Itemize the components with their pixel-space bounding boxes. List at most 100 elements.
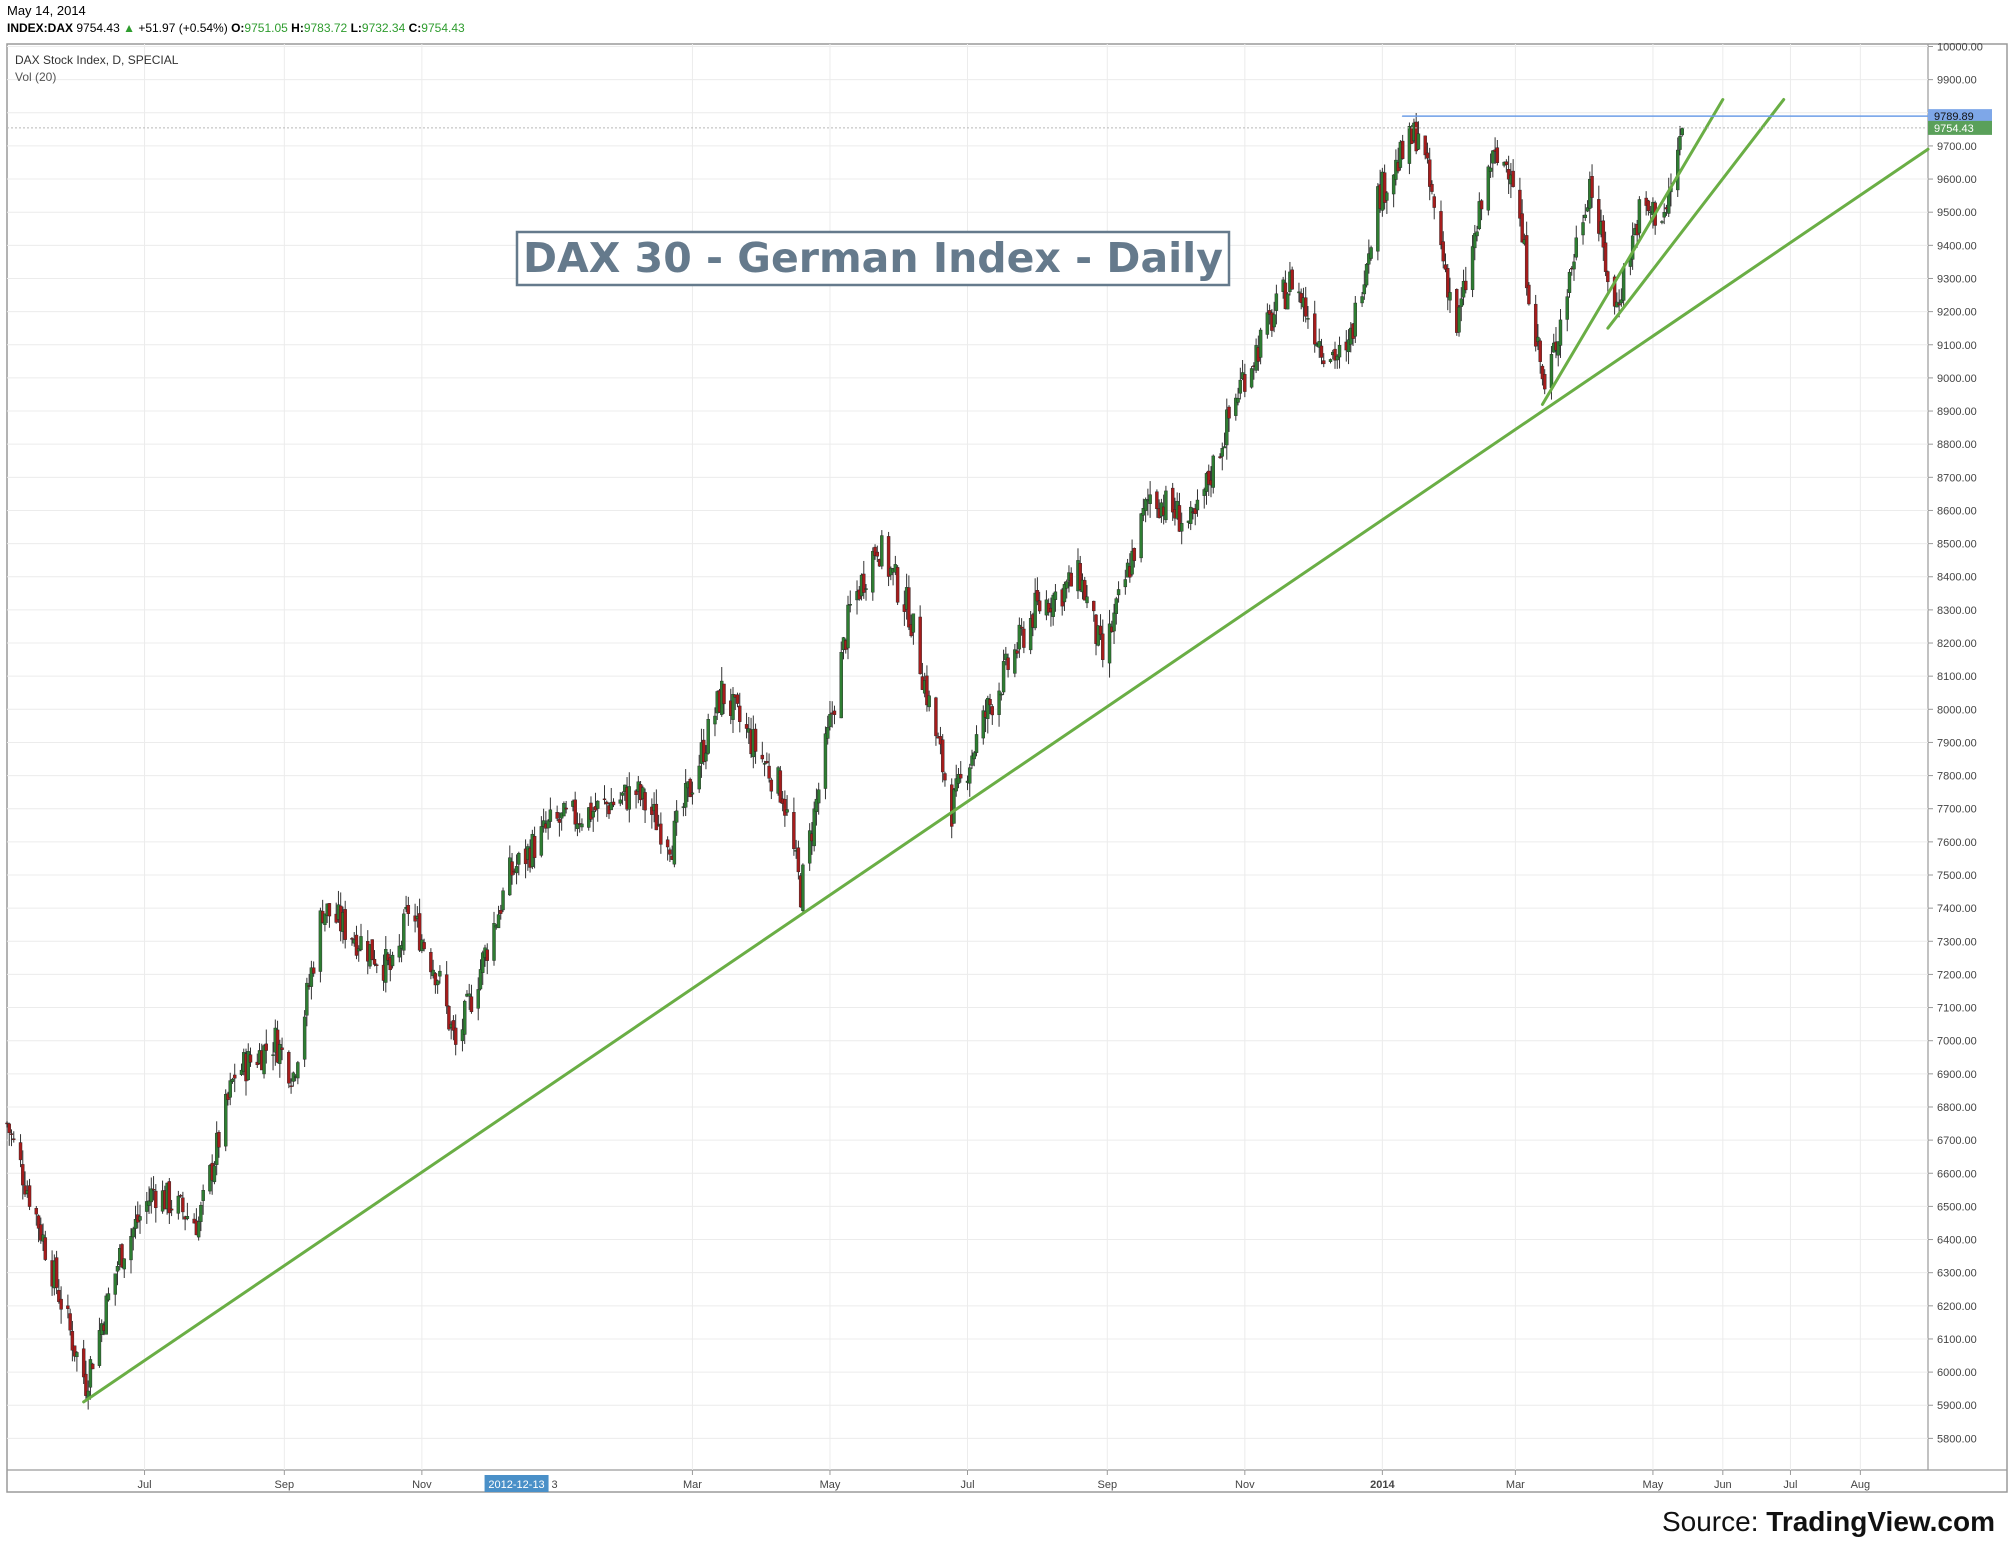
- candle-body: [309, 967, 314, 987]
- candle-body: [1457, 306, 1461, 333]
- candle-body: [722, 683, 726, 705]
- source-prefix: Source:: [1661, 1506, 1767, 1537]
- candle-body: [1416, 133, 1421, 150]
- candle-body: [785, 809, 789, 813]
- candle-body: [1317, 341, 1321, 348]
- candle-body: [986, 697, 990, 719]
- steep-trendline-1[interactable]: [1540, 98, 1725, 406]
- candle-body: [104, 1295, 108, 1335]
- y-tick-label: 6200.00: [1937, 1301, 1977, 1313]
- candle-body: [1033, 592, 1037, 629]
- y-tick-label: 6400.00: [1937, 1235, 1977, 1247]
- candle-body: [674, 810, 679, 823]
- candle-body: [1511, 170, 1515, 187]
- candle-body: [1107, 623, 1112, 664]
- candle-body: [611, 801, 616, 806]
- candle-body: [1148, 494, 1152, 504]
- candle-body: [1524, 235, 1529, 289]
- candle-body: [668, 849, 672, 855]
- candle-body: [185, 1216, 190, 1219]
- candle-body: [1046, 603, 1051, 613]
- candle-body: [1096, 625, 1100, 646]
- candle-body: [988, 699, 992, 706]
- candle-body: [814, 798, 819, 812]
- candle-body: [167, 1181, 172, 1214]
- candle-body: [1678, 136, 1682, 150]
- candle-body: [1572, 261, 1576, 270]
- candle-body: [88, 1359, 93, 1388]
- candle-body: [735, 694, 740, 704]
- candle-body: [66, 1305, 70, 1309]
- candle-body: [1536, 336, 1540, 342]
- candle-body: [839, 651, 843, 719]
- candle-body: [1518, 189, 1522, 219]
- candle-body: [954, 778, 958, 792]
- price-label-box: [1928, 120, 1992, 135]
- candle-body: [767, 765, 771, 779]
- candle-body: [417, 913, 422, 951]
- y-tick-label: 8600.00: [1937, 505, 1977, 517]
- candle-body: [1001, 661, 1006, 693]
- candle-body: [133, 1219, 138, 1229]
- candle-body: [1164, 490, 1168, 521]
- candle-body: [433, 973, 438, 986]
- y-tick-label: 9100.00: [1937, 340, 1977, 352]
- candle-body: [214, 1132, 219, 1165]
- candle-body: [778, 770, 783, 803]
- candle-body: [1574, 237, 1578, 258]
- candle-body: [575, 823, 580, 829]
- candle-body: [278, 1044, 282, 1064]
- steep-trendline-2[interactable]: [1606, 98, 1786, 330]
- candle-body: [981, 710, 985, 739]
- price-label: 9754.43: [1934, 123, 1974, 135]
- candle-body: [974, 734, 979, 753]
- candle-body: [609, 802, 613, 811]
- candle-body: [744, 724, 749, 729]
- legend-title: DAX Stock Index, D, SPECIAL: [15, 53, 179, 67]
- candle-body: [463, 1000, 467, 1035]
- candle-body: [438, 970, 442, 977]
- candle-body: [1556, 341, 1560, 356]
- candle-body: [1364, 264, 1369, 286]
- candle-body: [895, 567, 900, 603]
- candle-body: [327, 903, 332, 917]
- candle-body: [81, 1348, 86, 1378]
- y-tick-label: 7200.00: [1937, 969, 1977, 981]
- candle-body: [1520, 213, 1524, 243]
- long-term-support[interactable]: [82, 147, 1930, 1404]
- candle-body: [1313, 313, 1317, 345]
- price-axis[interactable]: 10000.009900.009800.009700.009600.009500…: [1928, 42, 1983, 1446]
- candle-body: [481, 952, 485, 973]
- candle-body: [1495, 147, 1500, 163]
- candle-body: [828, 713, 832, 727]
- candle-body: [548, 809, 553, 822]
- trendlines[interactable]: [7, 98, 1930, 1404]
- candle-body: [501, 890, 505, 911]
- candle-body: [1101, 633, 1105, 660]
- candle-body: [1322, 360, 1326, 365]
- candle-body: [145, 1201, 149, 1212]
- candle-body: [1538, 340, 1542, 362]
- y-tick-label: 8000.00: [1937, 704, 1977, 716]
- candle-body: [848, 604, 852, 606]
- y-tick-label: 5800.00: [1937, 1433, 1977, 1445]
- candle-body: [1369, 247, 1373, 259]
- candle-body: [1400, 140, 1405, 159]
- candle-body: [1362, 284, 1367, 295]
- candle-body: [1612, 276, 1617, 307]
- candle-body: [643, 792, 647, 811]
- x-tick-label: Nov: [412, 1479, 432, 1491]
- candle-body: [753, 728, 758, 752]
- y-tick-label: 6700.00: [1937, 1135, 1977, 1147]
- candle-body: [1565, 296, 1569, 320]
- candle-body: [952, 789, 956, 824]
- source-brand: TradingView.com: [1766, 1506, 1995, 1537]
- time-axis[interactable]: Jul Sep Nov Mar May Jul Sep Nov 2014 Mar May Jun Jul…: [138, 1470, 1871, 1492]
- candle-body: [239, 1069, 244, 1075]
- candle-body: [113, 1273, 117, 1295]
- candle-body: [54, 1257, 59, 1288]
- candle-body: [1328, 359, 1333, 362]
- y-tick-label: 6000.00: [1937, 1367, 1977, 1379]
- candle-body: [1590, 176, 1594, 198]
